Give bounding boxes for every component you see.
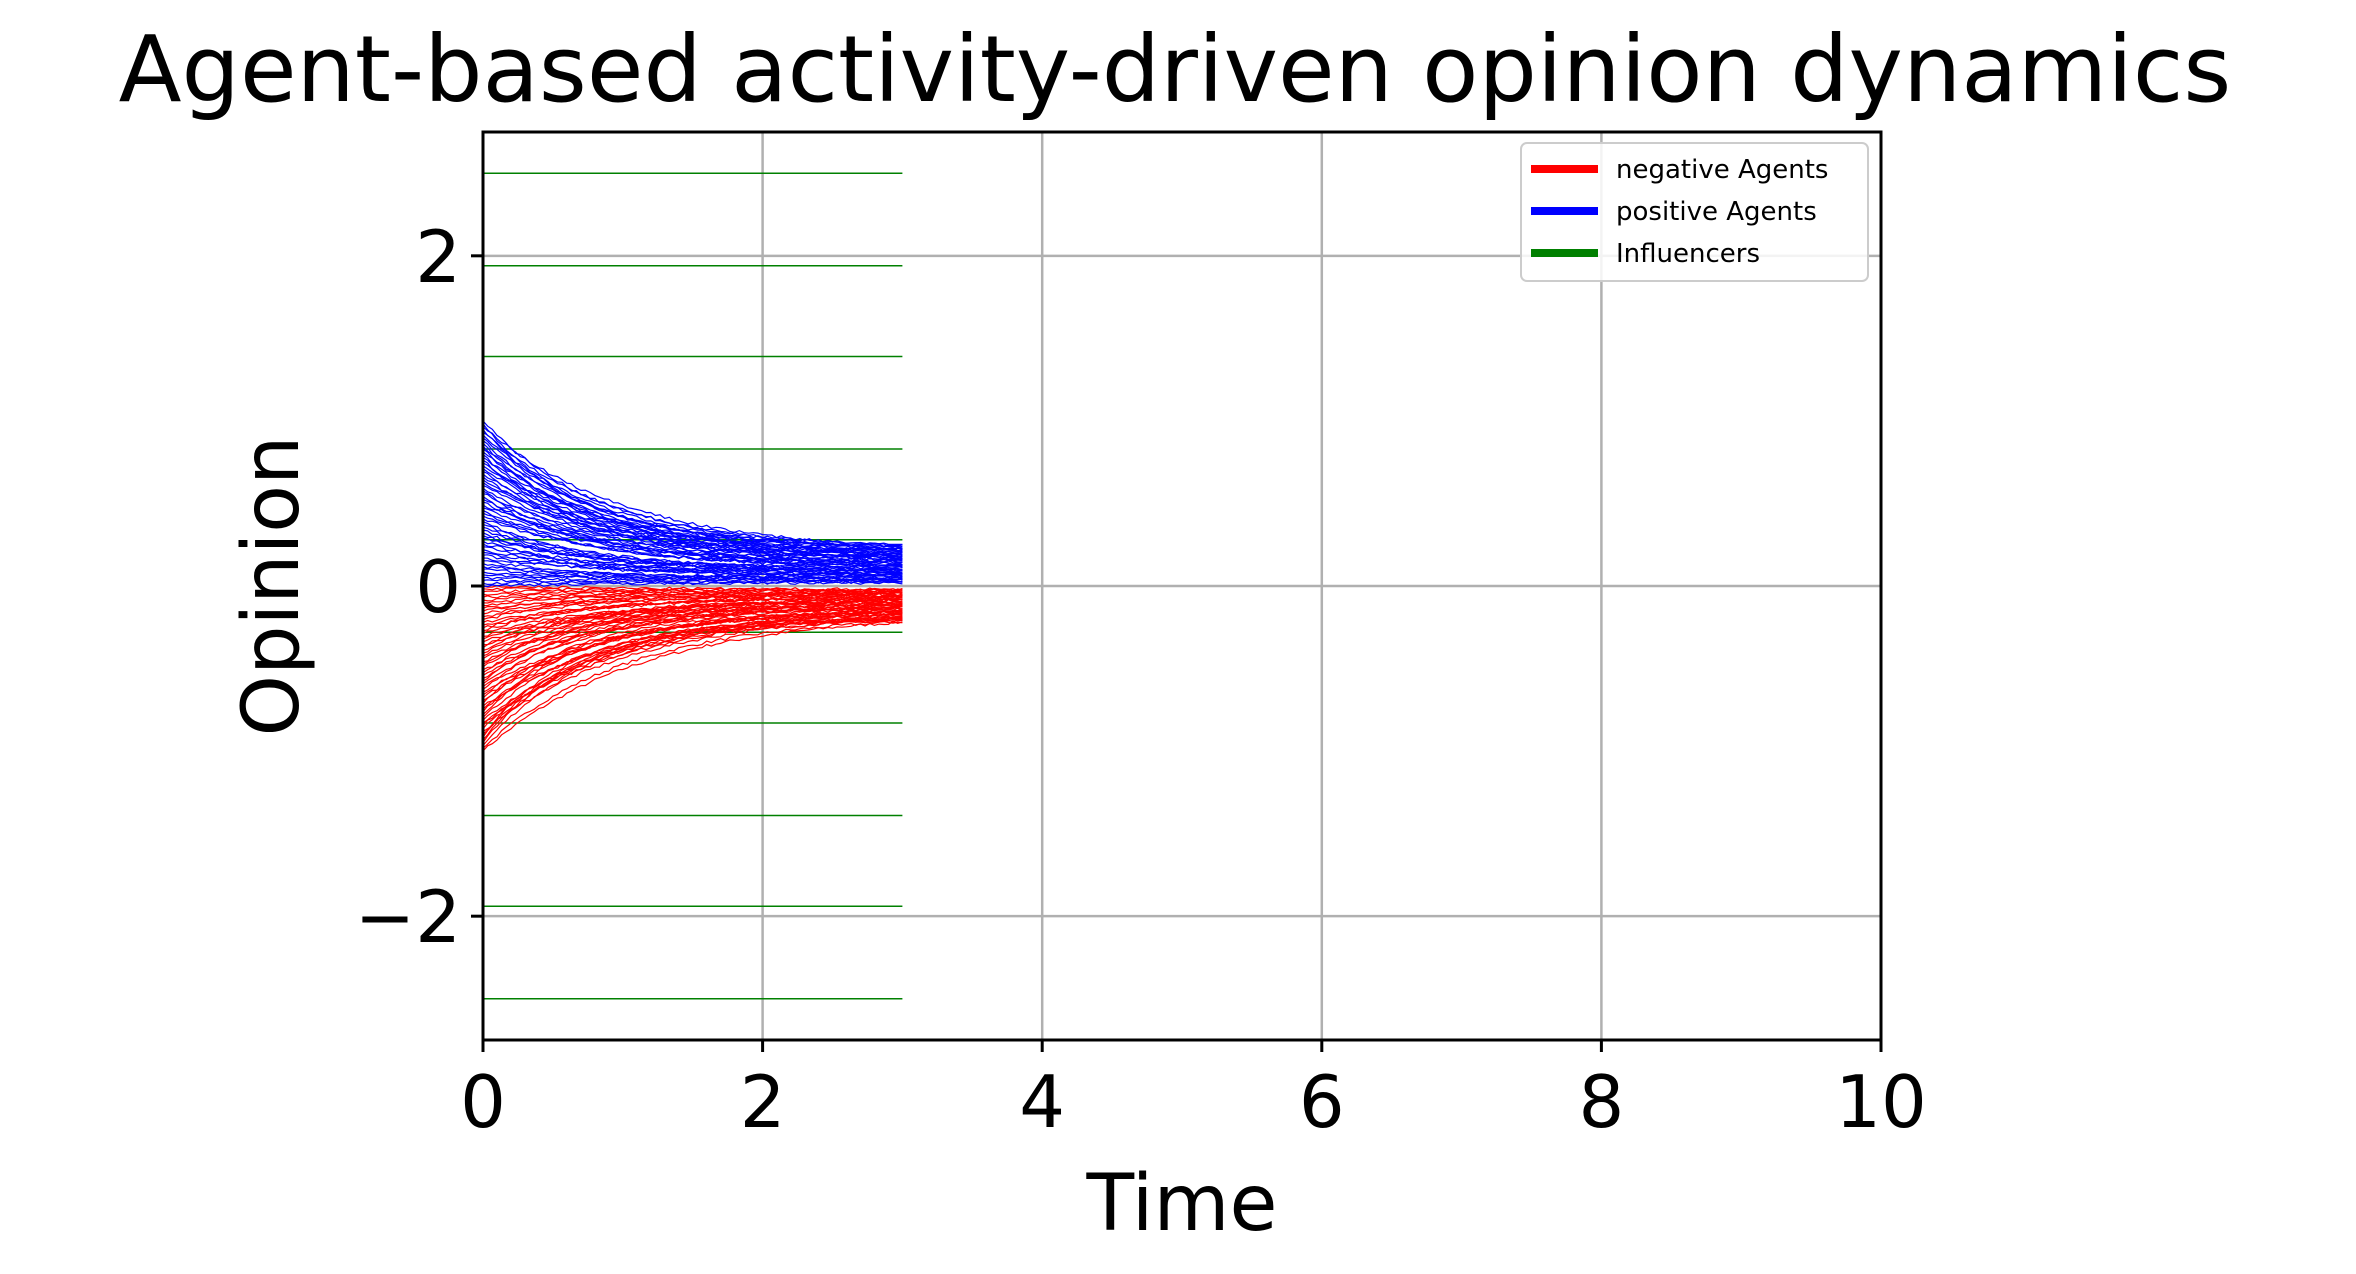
x-tick-label: 2 [740, 1060, 786, 1144]
negative-agent-line [482, 612, 903, 710]
x-axis-ticks: 0 2 4 6 8 10 [460, 1040, 1927, 1144]
negative-agent-line [482, 615, 903, 724]
positive-agent-line [482, 476, 903, 560]
negative-agent-line [482, 600, 903, 649]
y-axis-ticks: −2 0 2 [355, 215, 483, 959]
positive-agent-line [482, 448, 903, 554]
legend-label-influencers: Influencers [1616, 239, 1760, 269]
positive-agent-line [482, 532, 903, 572]
x-tick-label: 4 [1019, 1060, 1065, 1144]
y-tick-label: 2 [415, 215, 461, 299]
x-tick-label: 8 [1578, 1060, 1624, 1144]
legend-box [1520, 142, 1869, 282]
x-axis-label: Time [1086, 1159, 1278, 1249]
positive-agent-line [482, 470, 903, 558]
positive-agent-line [482, 440, 903, 552]
negative-agent-line [482, 597, 903, 635]
legend-label-positive: positive Agents [1616, 197, 1817, 227]
x-tick-label: 0 [460, 1060, 506, 1144]
positive-agent-line [482, 496, 903, 564]
positive-agent-line [482, 501, 903, 566]
agent-series [482, 420, 903, 752]
positive-agent-line [482, 487, 903, 562]
positive-agent-line [482, 509, 903, 568]
negative-agent-line [482, 589, 903, 596]
positive-agent-line [482, 451, 903, 554]
positive-agent-line [482, 454, 903, 555]
negative-agent-line [482, 584, 903, 592]
x-tick-label: 10 [1835, 1060, 1927, 1144]
negative-agent-line [482, 607, 903, 688]
negative-agent-line [482, 620, 903, 749]
negative-agent-line [482, 610, 903, 699]
y-tick-label: −2 [355, 875, 461, 959]
legend: negative Agents positive Agents Influenc… [1520, 142, 1869, 282]
negative-agent-line [482, 596, 903, 629]
x-tick-label: 6 [1299, 1060, 1345, 1144]
negative-agent-line [482, 611, 903, 707]
negative-agent-line [482, 620, 903, 752]
positive-agent-line [483, 560, 903, 579]
grid-lines [483, 132, 1881, 1040]
positive-agent-line [482, 420, 903, 546]
positive-agent-line [482, 540, 903, 575]
chart-title: Agent-based activity-driven opinion dyna… [119, 16, 2232, 123]
legend-label-negative: negative Agents [1616, 155, 1828, 185]
positive-agent-line [482, 551, 903, 577]
positive-agent-line [482, 423, 903, 548]
y-tick-label: 0 [415, 545, 461, 629]
y-axis-label: Opinion [227, 436, 317, 737]
negative-agent-line [482, 616, 903, 721]
positive-agent-line [482, 580, 903, 586]
negative-agent-line [482, 616, 903, 733]
negative-agent-line [482, 600, 903, 654]
negative-agent-line [482, 590, 903, 602]
